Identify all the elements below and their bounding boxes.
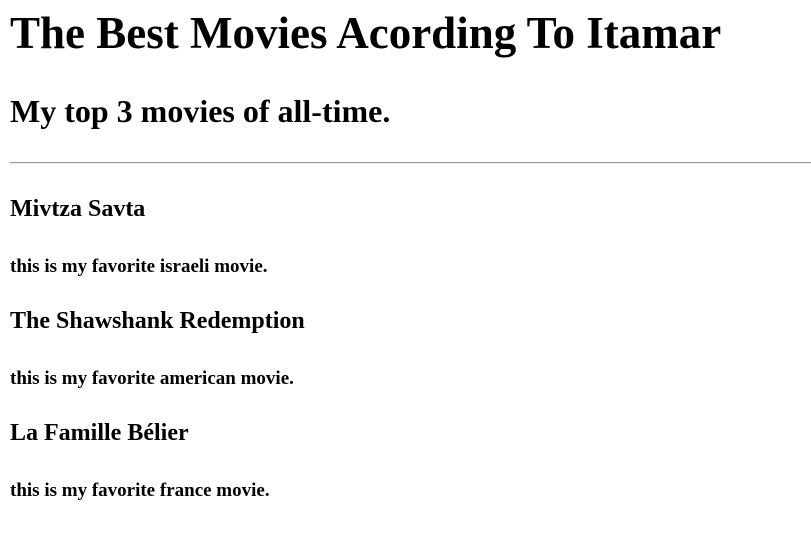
movie-entry: La Famille Bélier this is my favorite fr… bbox=[10, 419, 811, 502]
page-title: The Best Movies Acording To Itamar bbox=[10, 8, 722, 58]
movie-title: La Famille Bélier bbox=[10, 420, 189, 446]
movie-title: Mivtza Savta bbox=[10, 196, 146, 222]
movie-description: this is my favorite france movie. bbox=[10, 480, 270, 501]
divider bbox=[10, 162, 811, 164]
movie-entry: The Shawshank Redemption this is my favo… bbox=[10, 307, 811, 390]
movie-description: this is my favorite american movie. bbox=[10, 368, 294, 389]
page-content: The Best Movies Acording To Itamar My to… bbox=[10, 8, 811, 502]
movie-description: this is my favorite israeli movie. bbox=[10, 256, 268, 277]
movie-entry: Mivtza Savta this is my favorite israeli… bbox=[10, 195, 811, 278]
movie-title: The Shawshank Redemption bbox=[10, 308, 305, 334]
page-subtitle: My top 3 movies of all-time. bbox=[10, 93, 391, 129]
